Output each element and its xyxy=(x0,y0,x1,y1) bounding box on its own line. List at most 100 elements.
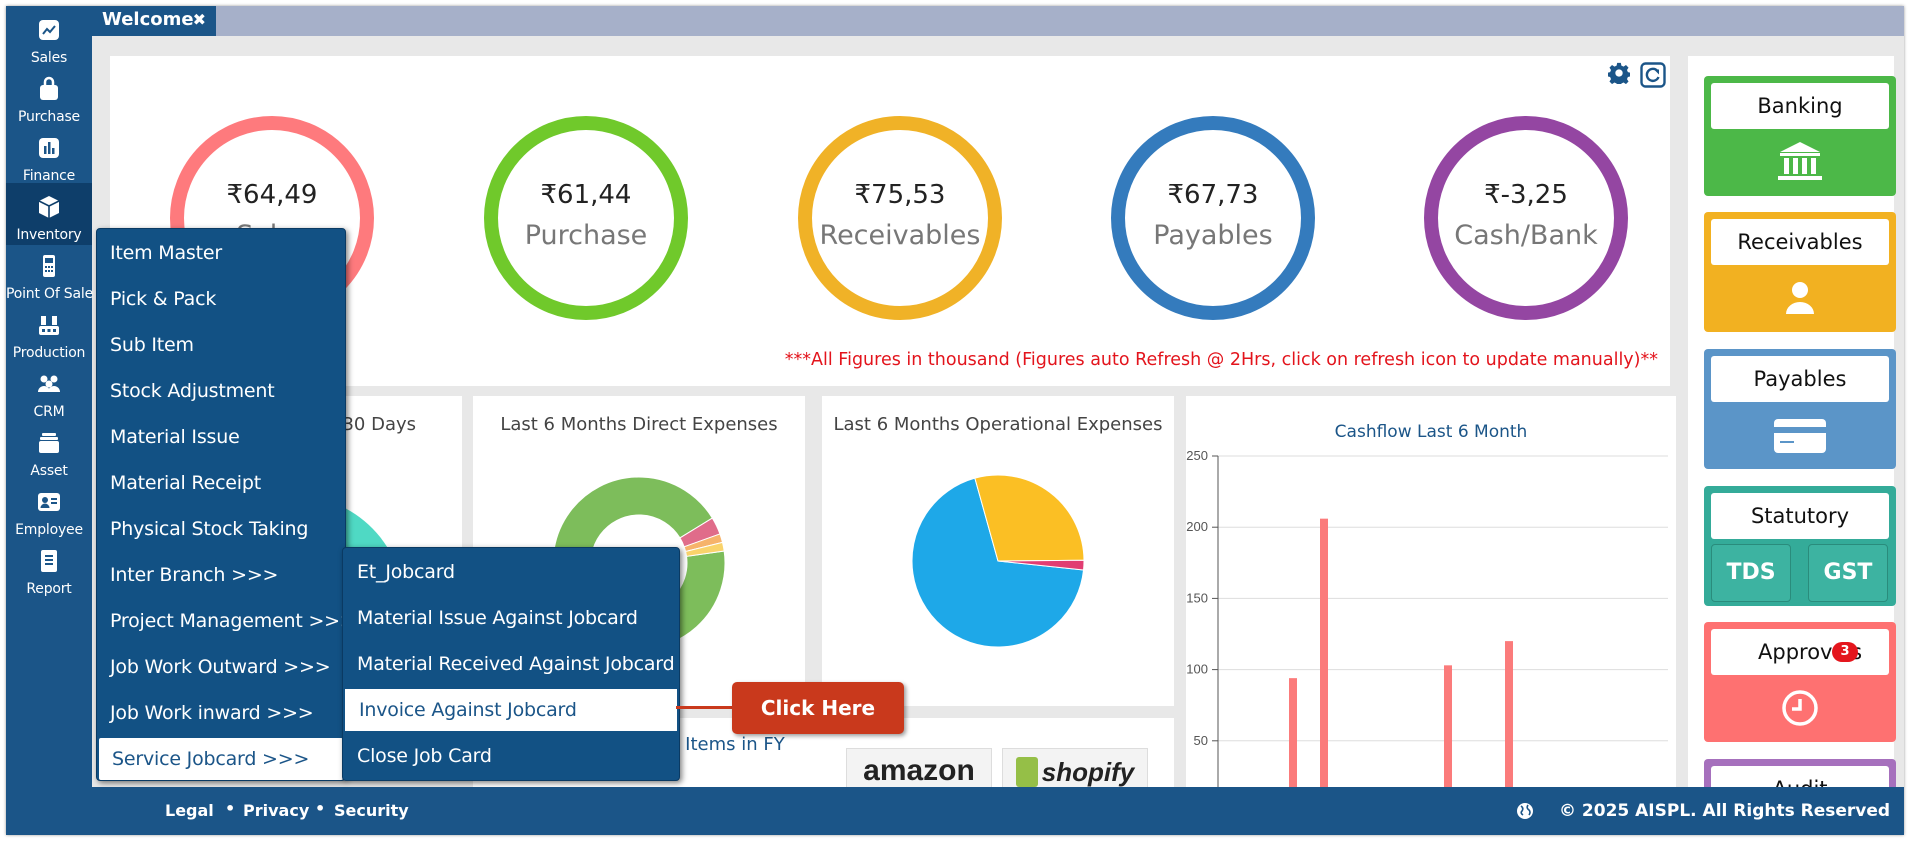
menu-sub-item[interactable]: Sub Item xyxy=(110,334,194,356)
nav-label: Point Of Sale xyxy=(6,286,93,302)
nav-crm[interactable]: CRM xyxy=(6,360,92,428)
refresh-icon[interactable] xyxy=(1640,62,1666,88)
tile-payables[interactable]: Payables xyxy=(1704,349,1896,469)
cashflow-bar-1[interactable] xyxy=(1320,518,1328,796)
pos-terminal-icon xyxy=(6,252,92,280)
nav-label: Asset xyxy=(30,463,68,479)
nav-label: Purchase xyxy=(18,109,80,125)
tile-approvals[interactable]: Approvals 3 xyxy=(1704,622,1896,742)
menu-job-work-inward[interactable]: Job Work inward >>> xyxy=(110,702,314,724)
production-icon xyxy=(6,311,92,339)
user-icon xyxy=(1786,282,1814,314)
shopify-bag-icon xyxy=(1015,757,1038,787)
nav-sales[interactable]: Sales xyxy=(6,6,92,74)
menu-material-receipt[interactable]: Material Receipt xyxy=(110,472,261,494)
nav-label: Production xyxy=(12,345,86,361)
nav-employee[interactable]: Employee xyxy=(6,478,92,546)
y-tick-label: 250 xyxy=(1186,448,1208,463)
approvals-count-badge: 3 xyxy=(1832,642,1858,662)
kpi-label: Payables xyxy=(1153,220,1273,251)
cashflow-bar-0[interactable] xyxy=(1289,678,1297,796)
security-link[interactable]: Security xyxy=(334,801,409,820)
menu-service-jobcard[interactable]: Service Jobcard >>> xyxy=(99,738,343,780)
nav-label: Finance xyxy=(22,168,76,184)
clock-icon xyxy=(1782,690,1818,726)
gst-button[interactable]: GST xyxy=(1808,544,1888,602)
pie-slice-3[interactable] xyxy=(684,541,725,557)
submenu-invoice-against-jobcard[interactable]: Invoice Against Jobcard xyxy=(345,689,677,731)
legal-link[interactable]: Legal xyxy=(165,801,214,820)
nav-purchase[interactable]: Purchase xyxy=(6,65,92,133)
menu-physical-stock-taking[interactable]: Physical Stock Taking xyxy=(110,518,309,540)
y-tick-label: 50 xyxy=(1194,733,1208,748)
cashflow-bar-3[interactable] xyxy=(1505,641,1513,796)
nav-asset[interactable]: Asset xyxy=(6,419,92,487)
tile-label: Statutory xyxy=(1711,493,1889,539)
kpi-value: ₹61,44 xyxy=(540,180,632,210)
amazon-logo[interactable]: amazon xyxy=(846,748,992,798)
menu-item-master[interactable]: Item Master xyxy=(110,242,222,264)
callout-pointer xyxy=(676,706,734,709)
cashflow-bar-2[interactable] xyxy=(1444,665,1452,796)
pie-slice-2[interactable] xyxy=(997,559,1085,571)
menu-inter-branch[interactable]: Inter Branch >>> xyxy=(110,564,279,586)
menu-stock-adjustment[interactable]: Stock Adjustment xyxy=(110,380,275,402)
finance-chart-icon xyxy=(6,134,92,162)
kpi-cash-bank[interactable]: ₹-3,25 Cash/Bank xyxy=(1424,116,1628,320)
y-tick-label: 150 xyxy=(1186,590,1208,605)
pie-slice-1[interactable] xyxy=(974,474,1085,562)
submenu-material-issue-against-jobcard[interactable]: Material Issue Against Jobcard xyxy=(357,607,638,629)
nav-point-of-sale[interactable]: Point Of Sale xyxy=(6,242,93,310)
report-icon xyxy=(6,547,92,575)
nav-production[interactable]: Production xyxy=(6,301,92,369)
service-jobcard-submenu: Et_Jobcard Material Issue Against Jobcar… xyxy=(342,547,680,781)
nav-report[interactable]: Report xyxy=(6,537,92,605)
panel-title: Cashflow Last 6 Month xyxy=(1334,422,1528,442)
copyright-text: © 2025 AISPL. All Rights Reserved xyxy=(1559,801,1891,821)
panel-title: Last 6 Months Direct Expenses xyxy=(500,414,778,435)
tab-label: Welcome xyxy=(102,9,194,30)
cube-icon xyxy=(6,193,92,221)
inventory-menu: Item Master Pick & Pack Sub Item Stock A… xyxy=(96,228,356,781)
submenu-et-jobcard[interactable]: Et_Jobcard xyxy=(357,561,455,583)
globe-icon[interactable] xyxy=(1516,802,1534,820)
kpi-value: ₹64,49 xyxy=(226,180,318,210)
kpi-purchase[interactable]: ₹61,44 Purchase xyxy=(484,116,688,320)
tds-button[interactable]: TDS xyxy=(1711,544,1791,602)
asset-stack-icon xyxy=(6,429,92,457)
tile-label: Approvals xyxy=(1711,629,1889,675)
tab-welcome[interactable]: Welcome ✖ xyxy=(92,6,216,36)
submenu-material-received-against-jobcard[interactable]: Material Received Against Jobcard xyxy=(357,653,675,675)
nav-label: Report xyxy=(26,581,72,597)
menu-project-management[interactable]: Project Management >>> xyxy=(110,610,356,632)
nav-label: Inventory xyxy=(16,227,82,243)
menu-pick-pack[interactable]: Pick & Pack xyxy=(110,288,217,310)
bank-icon xyxy=(1778,142,1822,180)
nav-inventory[interactable]: Inventory xyxy=(6,183,92,245)
kpi-receivables[interactable]: ₹75,53 Receivables xyxy=(798,116,1002,320)
panel-title: 30 Days xyxy=(342,414,416,435)
users-icon xyxy=(6,370,92,398)
privacy-link[interactable]: Privacy xyxy=(243,801,310,820)
tile-receivables[interactable]: Receivables xyxy=(1704,212,1896,332)
pie-slice-0[interactable] xyxy=(911,477,1085,648)
tile-banking[interactable]: Banking xyxy=(1704,76,1896,196)
panel-cashflow: Cashflow Last 6 Month 250 200 150 100 50 xyxy=(1186,396,1676,796)
amazon-logo-text: amazon xyxy=(863,754,975,787)
tile-label: Receivables xyxy=(1711,219,1889,265)
panel-title: Last 6 Months Operational Expenses xyxy=(833,414,1163,435)
settings-gear-icon[interactable] xyxy=(1608,62,1630,84)
left-nav: Sales Purchase Finance Inventory Point O… xyxy=(6,6,93,835)
tile-statutory[interactable]: Statutory TDS GST xyxy=(1704,486,1896,606)
menu-material-issue[interactable]: Material Issue xyxy=(110,426,240,448)
kpi-payables[interactable]: ₹67,73 Payables xyxy=(1111,116,1315,320)
nav-label: Sales xyxy=(30,50,68,66)
kpi-label: Cash/Bank xyxy=(1454,220,1598,251)
submenu-close-job-card[interactable]: Close Job Card xyxy=(357,745,492,767)
close-icon[interactable]: ✖ xyxy=(192,10,206,29)
nav-finance[interactable]: Finance xyxy=(6,124,92,192)
footer-separator: • xyxy=(225,799,236,818)
panel-title: g Items in FY xyxy=(668,734,785,755)
click-here-callout: Click Here xyxy=(732,682,904,734)
menu-job-work-outward[interactable]: Job Work Outward >>> xyxy=(110,656,331,678)
